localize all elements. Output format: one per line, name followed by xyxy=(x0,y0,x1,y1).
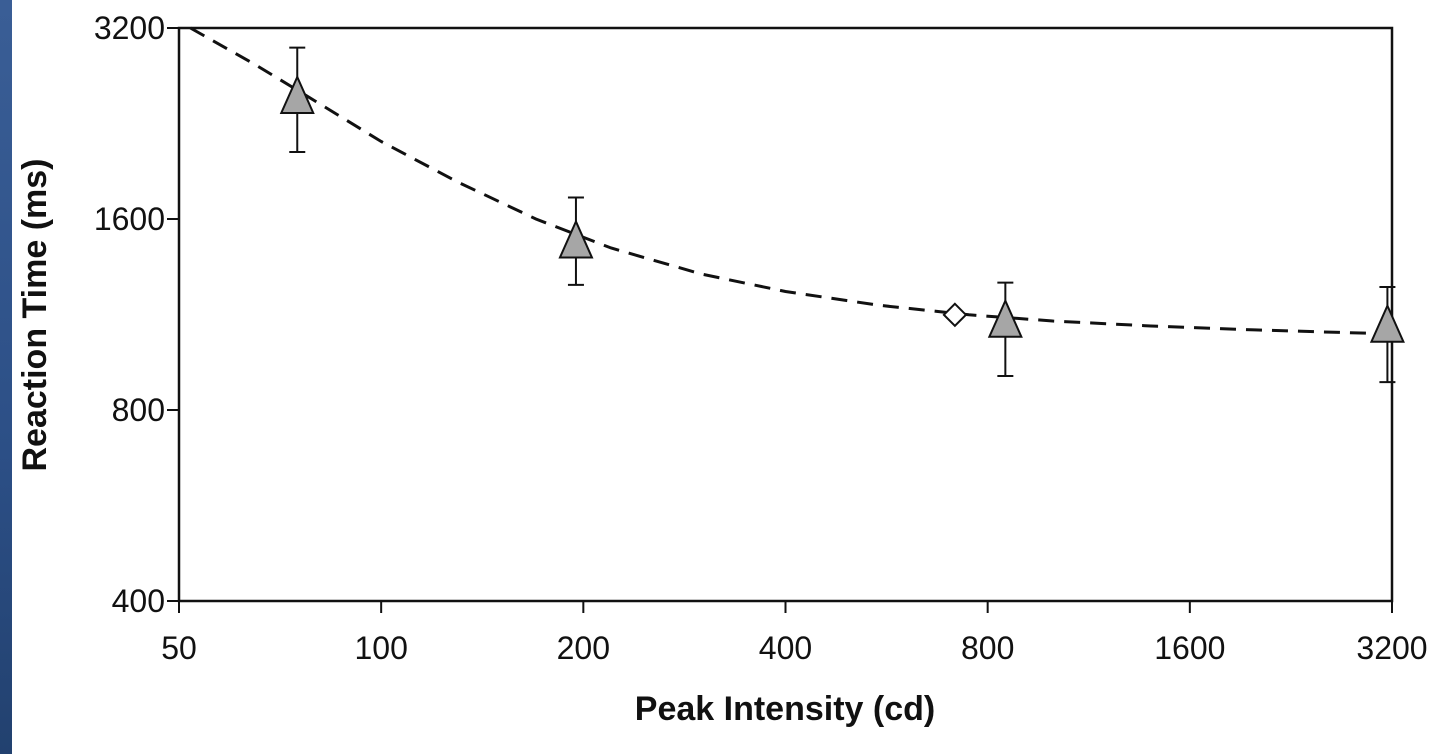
triangle-marker-0 xyxy=(279,74,315,115)
chart: 50 100 200 400 800 1600 3200 400 800 1600 3200 Pe… xyxy=(16,10,1428,728)
fit-curve-layer xyxy=(189,26,1393,336)
x-tick-label-1600: 1600 xyxy=(1154,630,1225,666)
x-tick-label-50: 50 xyxy=(161,630,197,666)
x-axis-ticks: 50 100 200 400 800 1600 3200 xyxy=(161,601,1428,666)
x-tick-label-400: 400 xyxy=(759,630,812,666)
y-tick-label-3200: 3200 xyxy=(94,10,165,46)
slide-panel: 50 100 200 400 800 1600 3200 400 800 1600 3200 Pe… xyxy=(12,0,1448,754)
triangle-marker-1 xyxy=(558,219,594,259)
y-axis-title: Reaction Time (ms) xyxy=(16,158,54,471)
triangle-marker-2 xyxy=(987,298,1023,338)
plot-frame xyxy=(177,26,1394,603)
y-axis-ticks: 400 800 1600 3200 xyxy=(94,10,179,619)
x-tick-label-200: 200 xyxy=(557,630,610,666)
triangle-marker-3 xyxy=(1369,303,1405,343)
y-tick-label-1600: 1600 xyxy=(94,201,165,237)
y-tick-label-400: 400 xyxy=(112,583,165,619)
x-tick-label-100: 100 xyxy=(354,630,407,666)
diamond-marker-0 xyxy=(942,302,968,328)
fit-curve-line xyxy=(189,26,1393,336)
x-tick-label-800: 800 xyxy=(961,630,1014,666)
data-points-layer xyxy=(279,46,1405,384)
x-tick-label-3200: 3200 xyxy=(1356,630,1427,666)
x-axis-title: Peak Intensity (cd) xyxy=(635,690,935,728)
y-tick-label-800: 800 xyxy=(112,392,165,428)
